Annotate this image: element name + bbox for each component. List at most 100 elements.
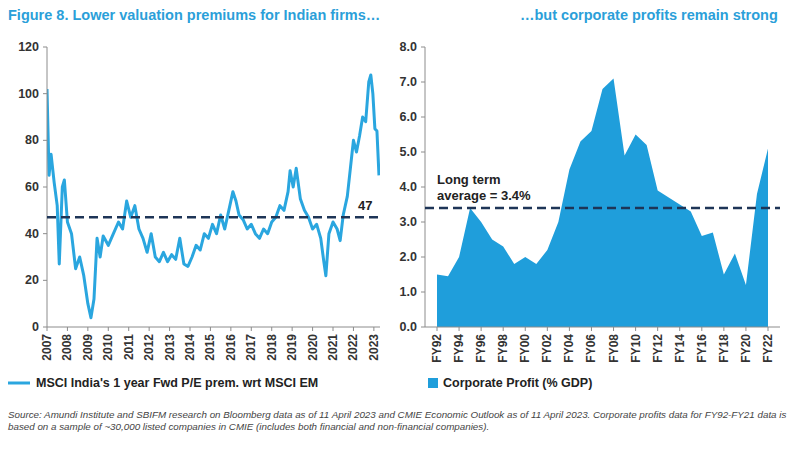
x-tick-label: FY02 xyxy=(540,334,554,363)
y-tick xyxy=(43,93,47,94)
y-tick xyxy=(421,117,425,118)
x-tick-label: FY96 xyxy=(474,334,488,363)
x-tick-label: 2013 xyxy=(163,334,177,361)
x-tick-label: FY18 xyxy=(717,334,731,363)
y-tick-label: 120 xyxy=(18,40,39,54)
legend: MSCI India's 1 year Fwd P/E prem. wrt MS… xyxy=(8,376,318,390)
x-tick-label: FY94 xyxy=(452,334,466,363)
y-tick xyxy=(421,187,425,188)
y-tick xyxy=(43,233,47,234)
y-tick xyxy=(43,327,47,328)
y-tick xyxy=(421,292,425,293)
y-tick xyxy=(421,327,425,328)
y-tick xyxy=(43,187,47,188)
y-tick-label: 0.0 xyxy=(400,320,417,334)
x-tick-label: 2021 xyxy=(326,334,340,361)
x-tick xyxy=(437,327,438,331)
plot-area xyxy=(437,79,768,328)
legend-swatch xyxy=(8,382,30,385)
x-tick xyxy=(108,327,109,331)
legend: Corporate Profit (% GDP) xyxy=(428,376,592,390)
x-tick-label: 2010 xyxy=(101,334,115,361)
x-tick-label: FY92 xyxy=(430,334,444,363)
x-tick-label: 2015 xyxy=(203,334,217,361)
legend-label: Corporate Profit (% GDP) xyxy=(443,376,592,390)
x-tick-label: 2012 xyxy=(142,334,156,361)
x-tick xyxy=(47,327,48,331)
chart-1: …but corporate profits remain strong0.01… xyxy=(400,7,780,390)
x-tick-label: FY08 xyxy=(607,334,621,363)
y-tick xyxy=(421,152,425,153)
plot-area xyxy=(47,75,379,318)
x-tick-label: 2007 xyxy=(40,334,54,361)
legend-label: MSCI India's 1 year Fwd P/E prem. wrt MS… xyxy=(36,376,318,390)
x-tick xyxy=(149,327,150,331)
y-tick-label: 20 xyxy=(25,273,39,287)
page: {"source": "Source: Amundi Institute and… xyxy=(0,0,800,451)
y-tick-label: 2.0 xyxy=(400,250,417,264)
x-tick xyxy=(271,327,272,331)
y-tick-label: 6.0 xyxy=(400,110,417,124)
x-tick-label: 2018 xyxy=(265,334,279,361)
x-tick xyxy=(230,327,231,331)
reference-line xyxy=(425,207,780,210)
x-tick-label: 2020 xyxy=(306,334,320,361)
x-tick xyxy=(569,327,570,331)
y-tick xyxy=(421,47,425,48)
x-axis-line xyxy=(47,327,380,328)
x-tick xyxy=(481,327,482,331)
x-tick xyxy=(635,327,636,331)
x-tick-label: 2014 xyxy=(183,334,197,361)
x-tick xyxy=(591,327,592,331)
background xyxy=(0,0,800,451)
y-tick xyxy=(43,280,47,281)
y-tick-label: 60 xyxy=(25,180,39,194)
y-tick-label: 0 xyxy=(32,320,39,334)
x-tick xyxy=(169,327,170,331)
x-tick-label: FY00 xyxy=(518,334,532,363)
x-tick xyxy=(190,327,191,331)
reference-label-line: average = 3.4% xyxy=(437,188,531,203)
x-tick xyxy=(613,327,614,331)
x-tick xyxy=(353,327,354,331)
y-tick-label: 1.0 xyxy=(400,285,417,299)
x-tick xyxy=(768,327,769,331)
chart-canvas: Figure 8. Lower valuation premiums for I… xyxy=(0,0,800,451)
x-tick xyxy=(67,327,68,331)
x-tick xyxy=(312,327,313,331)
x-tick-label: 2009 xyxy=(81,334,95,361)
x-axis-line xyxy=(425,327,780,328)
chart-0: Figure 8. Lower valuation premiums for I… xyxy=(8,7,381,390)
x-tick-label: FY14 xyxy=(673,334,687,363)
reference-label: 47 xyxy=(358,198,372,213)
x-tick-label: 2011 xyxy=(122,334,136,360)
x-tick xyxy=(459,327,460,331)
y-tick-label: 5.0 xyxy=(400,145,417,159)
x-tick-label: 2017 xyxy=(244,334,258,361)
x-tick xyxy=(701,327,702,331)
y-tick xyxy=(43,47,47,48)
x-tick-label: FY22 xyxy=(761,334,775,363)
y-tick-label: 7.0 xyxy=(400,75,417,89)
x-tick xyxy=(128,327,129,331)
x-tick xyxy=(525,327,526,331)
x-tick xyxy=(745,327,746,331)
x-tick-label: 2022 xyxy=(346,334,360,361)
y-tick-label: 40 xyxy=(25,227,39,241)
y-tick-label: 4.0 xyxy=(400,180,417,194)
x-tick xyxy=(251,327,252,331)
x-tick xyxy=(292,327,293,331)
x-tick-label: FY04 xyxy=(562,334,576,363)
y-tick xyxy=(421,82,425,83)
x-tick xyxy=(547,327,548,331)
x-tick-label: 2008 xyxy=(60,334,74,361)
y-tick-label: 80 xyxy=(25,133,39,147)
x-tick xyxy=(679,327,680,331)
x-tick xyxy=(87,327,88,331)
area xyxy=(437,79,768,328)
x-tick-label: FY10 xyxy=(629,334,643,363)
x-tick xyxy=(723,327,724,331)
reference-line xyxy=(47,216,380,219)
x-tick xyxy=(333,327,334,331)
x-tick-label: 2019 xyxy=(285,334,299,361)
